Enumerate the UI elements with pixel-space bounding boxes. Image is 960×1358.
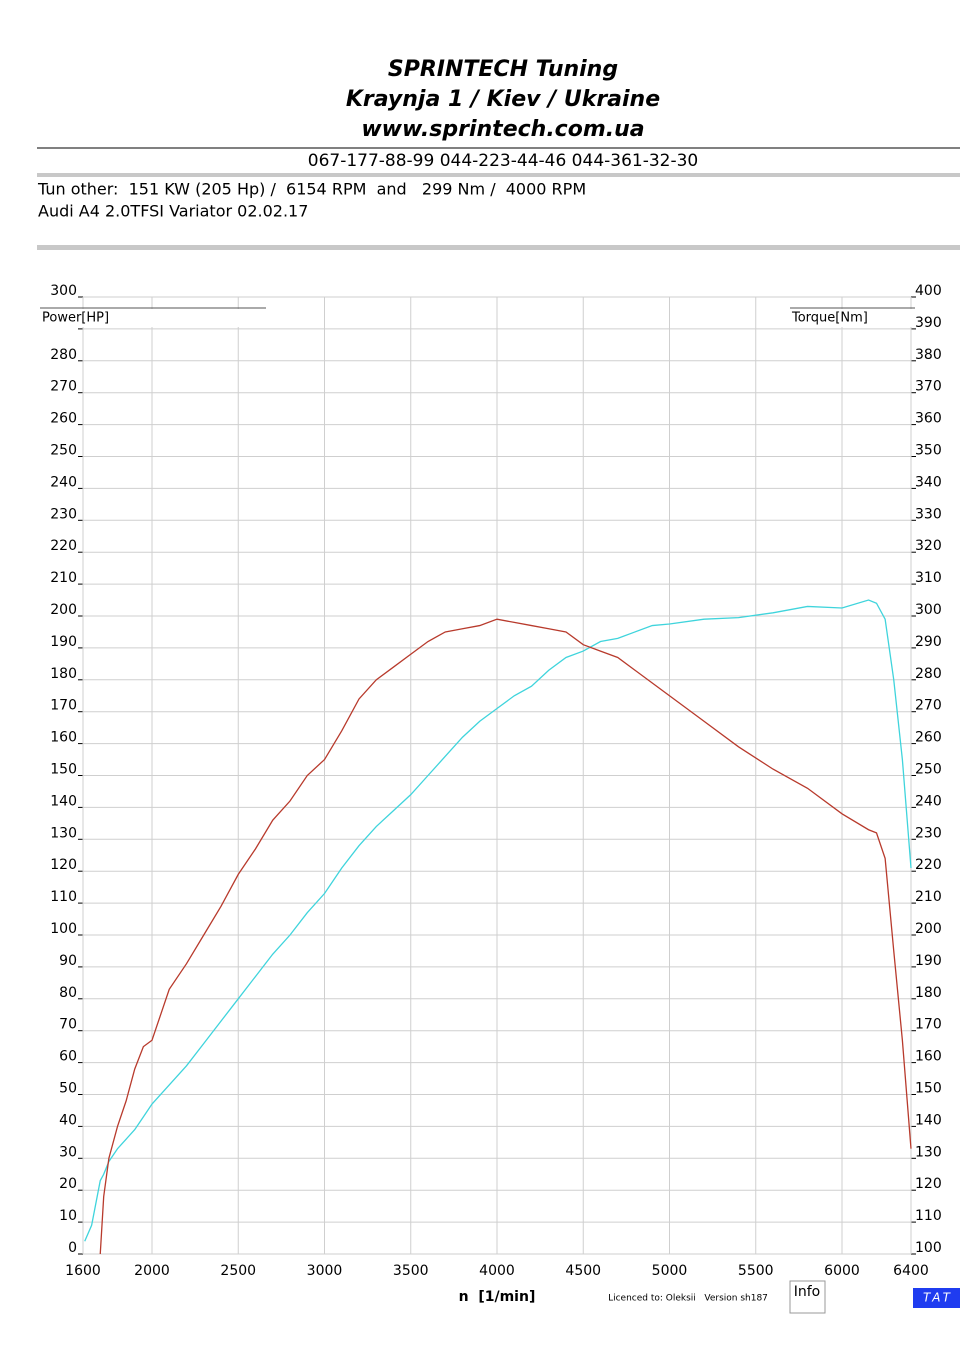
- result: Tun other: 151 KW (205 Hp) / 6154 RPM an…: [37, 180, 586, 199]
- license: Licenced to: Oleksii Version sh187: [608, 1294, 768, 1304]
- y2-tick-label: 130: [915, 1144, 942, 1160]
- y-tick-label: 190: [50, 634, 77, 650]
- vehicle: Audi A4 2.0TFSI Variator 02.02.17: [38, 202, 308, 221]
- phones: 067-177-88-99 044-223-44-46 044-361-32-3…: [308, 151, 699, 171]
- y2-tick-label: 200: [915, 921, 942, 937]
- legend-label: Power[HP]: [42, 311, 109, 326]
- x-tick-label: 5000: [652, 1263, 688, 1279]
- rule: [37, 173, 960, 177]
- y2-tick-label: 110: [915, 1208, 942, 1224]
- y2-tick-label: 310: [915, 570, 942, 586]
- badge-text: TAT: [923, 1291, 953, 1305]
- y2-tick-label: 290: [915, 634, 942, 650]
- y-tick-label: 100: [50, 921, 77, 937]
- y2-tick-label: 240: [915, 793, 942, 809]
- badge: [913, 1288, 960, 1308]
- y2-tick-label: 380: [915, 347, 942, 363]
- y2-tick-label: 280: [915, 666, 942, 682]
- y-tick-label: 270: [50, 379, 77, 395]
- rule: [37, 245, 960, 250]
- y-tick-label: 280: [50, 347, 77, 363]
- y2-tick-label: 390: [915, 315, 942, 331]
- y2-tick-label: 220: [915, 857, 942, 873]
- y2-tick-label: 180: [915, 985, 942, 1001]
- y-tick-label: 220: [50, 538, 77, 554]
- y-tick-label: 180: [50, 666, 77, 682]
- y-tick-label: 120: [50, 857, 77, 873]
- y2-tick-label: 150: [915, 1081, 942, 1097]
- y-tick-label: 230: [50, 506, 77, 522]
- y-tick-label: 50: [59, 1081, 77, 1097]
- x-tick-label: 6400: [893, 1263, 929, 1279]
- y-tick-label: 250: [50, 443, 77, 459]
- legend-box: [40, 309, 266, 327]
- y2-tick-label: 170: [915, 1017, 942, 1033]
- y2-tick-label: 300: [915, 602, 942, 618]
- info-label[interactable]: Info: [794, 1284, 821, 1300]
- x-tick-label: 5500: [738, 1263, 774, 1279]
- y2-tick-label: 140: [915, 1112, 942, 1128]
- y-tick-label: 210: [50, 570, 77, 586]
- y2-tick-label: 360: [915, 411, 942, 427]
- y-tick-label: 240: [50, 474, 77, 490]
- y2-tick-label: 350: [915, 443, 942, 459]
- address: Kraynja 1 / Kiev / Ukraine: [346, 87, 660, 112]
- y2-tick-label: 160: [915, 1049, 942, 1065]
- title: SPRINTECH Tuning: [388, 57, 618, 82]
- y-tick-label: 140: [50, 793, 77, 809]
- y-tick-label: 0: [68, 1240, 77, 1256]
- y2-tick-label: 190: [915, 953, 942, 969]
- y-tick-label: 20: [59, 1176, 77, 1192]
- y-tick-label: 60: [59, 1049, 77, 1065]
- y2-tick-label: 320: [915, 538, 942, 554]
- y-tick-label: 10: [59, 1208, 77, 1224]
- y2-tick-label: 340: [915, 474, 942, 490]
- y2-tick-label: 270: [915, 698, 942, 714]
- y2-tick-label: 330: [915, 506, 942, 522]
- y2-tick-label: 400: [915, 283, 942, 299]
- x-tick-label: 6000: [824, 1263, 860, 1279]
- y-tick-label: 110: [50, 889, 77, 905]
- y-tick-label: 300: [50, 283, 77, 299]
- x-tick-label: 3500: [393, 1263, 429, 1279]
- y2-tick-label: 210: [915, 889, 942, 905]
- series-line: [99, 618, 912, 1255]
- y-tick-label: 160: [50, 730, 77, 746]
- y-tick-label: 30: [59, 1144, 77, 1160]
- x-axis-label: n [1/min]: [459, 1289, 536, 1305]
- x-tick-label: 2500: [220, 1263, 256, 1279]
- y-tick-label: 90: [59, 953, 77, 969]
- legend-box: [790, 309, 915, 327]
- y-tick-label: 200: [50, 602, 77, 618]
- y2-tick-label: 250: [915, 762, 942, 778]
- legend-label: Torque[Nm]: [791, 311, 868, 326]
- y-tick-label: 130: [50, 825, 77, 841]
- y2-tick-label: 230: [915, 825, 942, 841]
- x-tick-label: 4000: [479, 1263, 515, 1279]
- y-tick-label: 40: [59, 1112, 77, 1128]
- x-tick-label: 3000: [307, 1263, 343, 1279]
- y2-tick-label: 370: [915, 379, 942, 395]
- info-button[interactable]: [789, 1280, 826, 1314]
- x-tick-label: 1600: [65, 1263, 101, 1279]
- website: www.sprintech.com.ua: [361, 117, 644, 142]
- y-tick-label: 170: [50, 698, 77, 714]
- x-tick-label: 4500: [565, 1263, 601, 1279]
- series-line: [84, 599, 912, 1242]
- y-tick-label: 260: [50, 411, 77, 427]
- y2-tick-label: 120: [915, 1176, 942, 1192]
- y-tick-label: 150: [50, 762, 77, 778]
- y-tick-label: 70: [59, 1017, 77, 1033]
- y2-tick-label: 260: [915, 730, 942, 746]
- y-tick-label: 80: [59, 985, 77, 1001]
- x-tick-label: 2000: [134, 1263, 170, 1279]
- y2-tick-label: 100: [915, 1240, 942, 1256]
